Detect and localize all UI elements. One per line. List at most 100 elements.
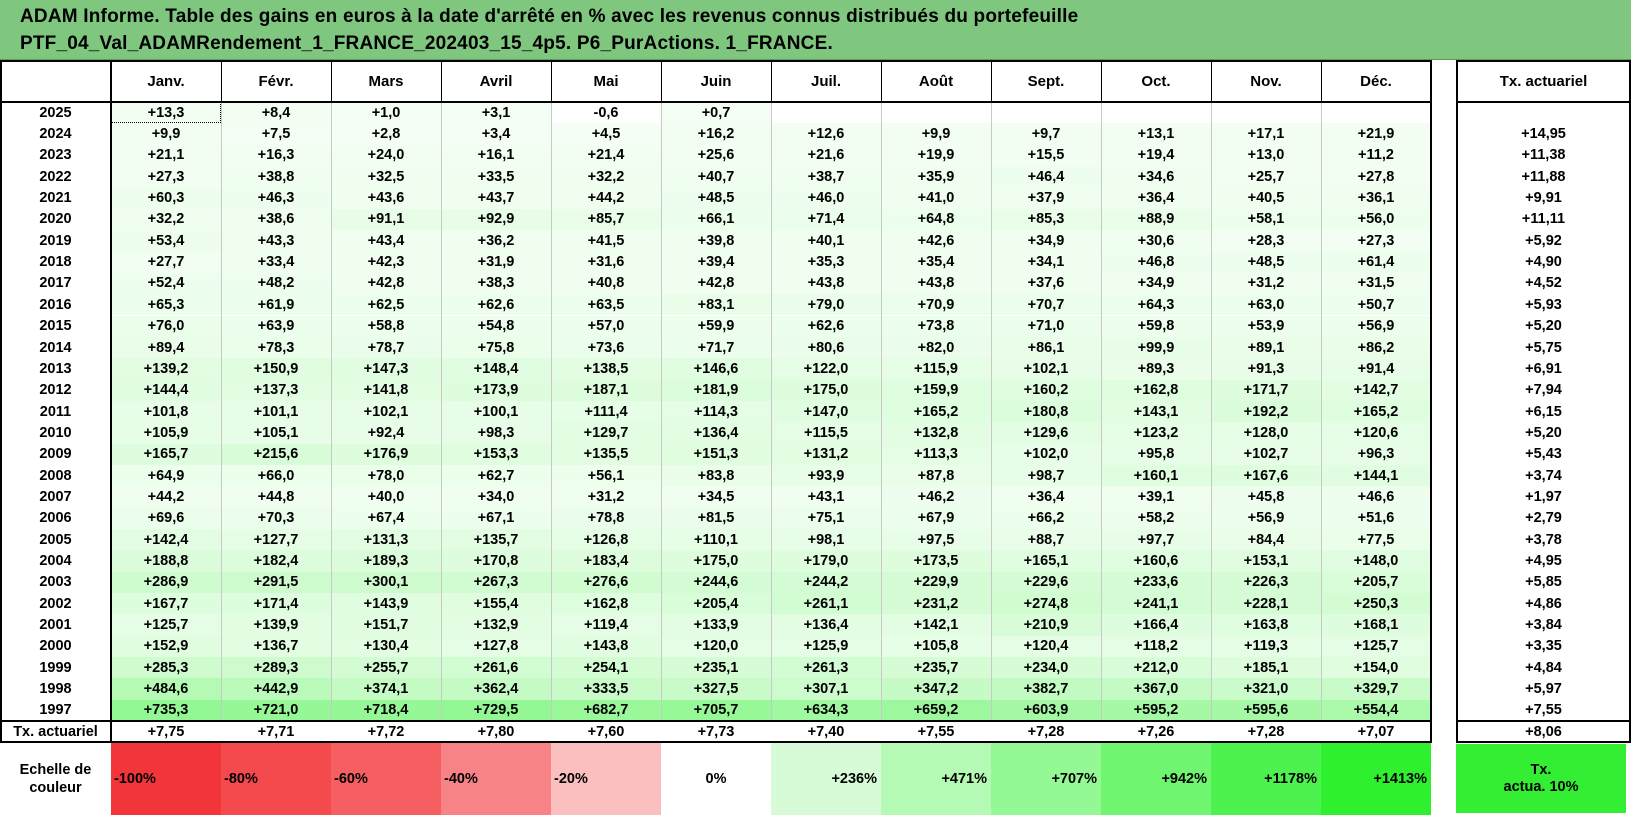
gain-cell: +46,0	[771, 187, 881, 209]
gain-cell: +86,2	[1321, 336, 1431, 359]
gain-cell: +39,8	[661, 230, 771, 252]
gain-cell: +32,2	[111, 208, 221, 231]
gain-cell: +183,4	[551, 550, 661, 572]
gain-cell: +228,1	[1211, 593, 1321, 615]
year-label: 2025	[39, 104, 72, 121]
gain-cell: +244,6	[661, 571, 771, 594]
gain-cell: +101,1	[221, 400, 331, 423]
gain-cell: +173,5	[881, 550, 991, 572]
gain-cell: +92,9	[441, 208, 551, 231]
rate-value: +5,92	[1525, 232, 1562, 249]
year-label: 2004	[39, 553, 72, 570]
gain-cell: +105,9	[111, 422, 221, 444]
gain-cell: +37,6	[991, 272, 1101, 295]
gain-cell: +80,6	[771, 336, 881, 359]
gain-cell: +362,4	[441, 678, 551, 700]
scale-legend-line2: actua. 10%	[1503, 778, 1579, 795]
scale-swatch: +471%	[881, 742, 991, 815]
gain-cell: +554,4	[1321, 699, 1431, 722]
gain-cell: +229,6	[991, 571, 1101, 594]
footer-value: +7,55	[917, 723, 955, 740]
gain-cell: +7,5	[221, 123, 331, 145]
gain-cell: +175,0	[771, 379, 881, 401]
gain-cell: +367,0	[1101, 678, 1211, 700]
gain-cell: +57,0	[551, 315, 661, 337]
year-label: 2009	[39, 446, 72, 463]
gain-cell: +69,6	[111, 507, 221, 529]
gain-cell: +34,9	[991, 230, 1101, 252]
gain-cell: +102,1	[991, 358, 1101, 380]
gain-cell: +142,4	[111, 529, 221, 551]
year-label: 2012	[39, 382, 72, 399]
gain-cell: +77,5	[1321, 529, 1431, 551]
footer-value: +7,26	[1137, 723, 1175, 740]
gain-cell: +48,5	[1211, 251, 1321, 273]
gain-cell: +148,4	[441, 358, 551, 380]
gain-cell: +98,3	[441, 422, 551, 444]
footer-border-bottom	[0, 741, 1432, 744]
gain-cell: +27,8	[1321, 166, 1431, 188]
gain-cell: +261,6	[441, 657, 551, 679]
gain-cell: +102,0	[991, 443, 1101, 465]
year-label: 2024	[39, 126, 72, 143]
month-header: Déc.	[1360, 72, 1392, 90]
header-column-border	[1211, 60, 1212, 102]
gain-cell: +95,8	[1101, 443, 1211, 465]
year-label: 2013	[39, 360, 72, 377]
column-separator	[221, 102, 222, 722]
gain-cell: +78,8	[551, 507, 661, 529]
gain-cell: +78,3	[221, 336, 331, 359]
gain-cell: +36,1	[1321, 187, 1431, 209]
gain-cell: +92,4	[331, 422, 441, 444]
scale-swatch: +1178%	[1211, 742, 1321, 815]
gain-cell: +167,7	[111, 593, 221, 615]
footer-value: +7,28	[1027, 723, 1065, 740]
gain-cell: +115,9	[881, 358, 991, 380]
gain-cell: +128,0	[1211, 422, 1321, 444]
gain-cell: +718,4	[331, 699, 441, 722]
column-separator	[661, 102, 662, 722]
gain-cell: +142,7	[1321, 379, 1431, 401]
gain-cell: +126,8	[551, 529, 661, 551]
rate-border-right	[1629, 60, 1631, 743]
month-header: Oct.	[1141, 72, 1171, 90]
rate-value: +7,55	[1525, 702, 1562, 719]
gain-cell: +165,1	[991, 550, 1101, 572]
gain-cell: +120,0	[661, 635, 771, 658]
gain-cell: +210,9	[991, 614, 1101, 636]
gain-cell: +56,9	[1211, 507, 1321, 529]
header-border-bottom	[0, 101, 1432, 103]
gain-cell: +75,8	[441, 336, 551, 359]
gain-cell: +48,5	[661, 187, 771, 209]
gain-cell: +123,2	[1101, 422, 1211, 444]
gain-cell: +147,3	[331, 358, 441, 380]
rate-value: +11,88	[1521, 168, 1566, 185]
gain-cell: +51,6	[1321, 507, 1431, 529]
gain-cell: +78,7	[331, 336, 441, 359]
gain-cell: +62,5	[331, 294, 441, 316]
gain-cell: +276,6	[551, 571, 661, 594]
gain-cell: +135,7	[441, 529, 551, 551]
gain-cell: +66,0	[221, 464, 331, 487]
year-label: 2021	[39, 190, 72, 207]
table-border-left	[0, 60, 2, 743]
footer-rate: +8,06	[1525, 723, 1562, 740]
gain-cell: +86,1	[991, 336, 1101, 359]
rate-value: +7,94	[1525, 382, 1562, 399]
gain-cell: +48,2	[221, 272, 331, 295]
gain-cell: +46,3	[221, 187, 331, 209]
gain-cell: +41,0	[881, 187, 991, 209]
gain-cell: +142,1	[881, 614, 991, 636]
scale-swatch: +942%	[1101, 742, 1211, 815]
rate-value: +5,43	[1525, 446, 1562, 463]
gain-cell: +634,3	[771, 699, 881, 722]
gain-cell: +165,2	[881, 400, 991, 423]
gain-cell: +659,2	[881, 699, 991, 722]
gain-cell: +34,1	[991, 251, 1101, 273]
year-label: 2016	[39, 296, 72, 313]
gain-cell: +442,9	[221, 678, 331, 700]
gain-cell: +329,7	[1321, 678, 1431, 700]
gain-cell: +71,7	[661, 336, 771, 359]
gain-cell: +215,6	[221, 443, 331, 465]
gain-cell: +129,6	[991, 422, 1101, 444]
